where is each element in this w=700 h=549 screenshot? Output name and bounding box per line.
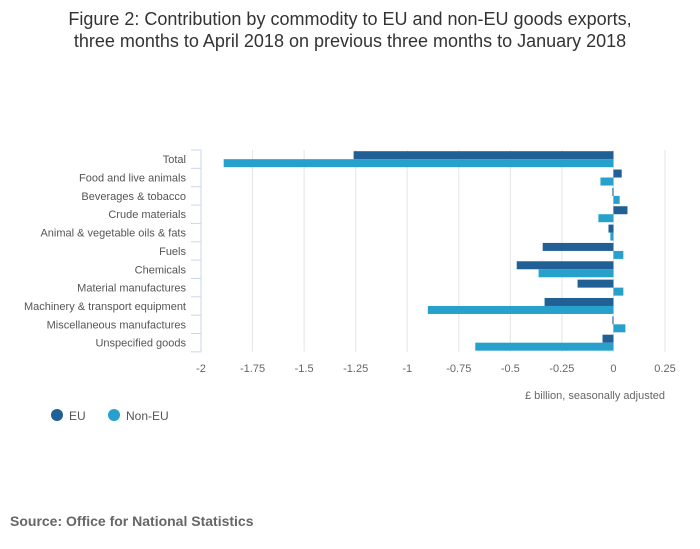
x-tick-label: -1.5 [295,363,314,375]
category-label: Beverages & tobacco [81,191,186,203]
bar-eu [613,206,628,215]
bar-non-eu [613,287,624,296]
x-tick-label: 0 [610,363,616,375]
category-label: Animal & vegetable oils & fats [40,228,186,240]
x-tick-label: -1 [402,363,412,375]
bar-non-eu [613,324,626,333]
x-tick-label: -1.75 [240,363,265,375]
category-label: Food and live animals [79,173,187,185]
legend-marker-non-eu [108,409,120,421]
x-tick-label: 0.25 [654,363,675,375]
bar-non-eu [600,177,614,186]
category-label: Machinery & transport equipment [24,301,186,313]
legend-marker-eu [51,409,63,421]
bar-eu [612,316,614,325]
x-tick-label: -0.75 [446,363,471,375]
x-tick-label: -1.25 [343,363,368,375]
bar-non-eu [223,159,614,168]
category-label: Crude materials [108,209,186,221]
bar-non-eu [538,269,614,278]
bar-eu [542,242,614,251]
category-label: Chemicals [135,264,187,276]
x-tick-label: -2 [196,363,206,375]
x-tick-label: -0.25 [549,363,574,375]
chart-title: Figure 2: Contribution by commodity to E… [0,8,700,52]
bar-eu [608,224,614,233]
bar-eu [602,334,614,343]
bar-eu [544,297,614,306]
bar-non-eu [475,342,614,351]
legend-label-eu: EU [69,409,86,423]
bar-eu [516,261,614,270]
bar-non-eu [613,250,624,259]
x-axis-label: £ billion, seasonally adjusted [525,390,665,402]
category-label: Total [163,154,186,166]
source-note: Source: Office for National Statistics [10,513,254,529]
bar-eu [577,279,614,288]
category-label: Material manufactures [77,283,186,295]
bar-eu [613,169,622,178]
chart-title-line-2: three months to April 2018 on previous t… [73,31,627,51]
chart-title-line-1: Figure 2: Contribution by commodity to E… [68,9,632,29]
category-label: Miscellaneous manufactures [47,319,187,331]
bar-non-eu [427,305,614,314]
bar-eu [612,187,614,196]
category-label: Unspecified goods [95,338,186,350]
bar-non-eu [613,195,620,204]
category-label: Fuels [159,246,186,258]
bar-non-eu [598,214,614,223]
bar-non-eu [610,232,614,241]
legend-label-non-eu: Non-EU [126,409,169,423]
bar-eu [353,151,614,160]
x-tick-label: -0.5 [501,363,520,375]
